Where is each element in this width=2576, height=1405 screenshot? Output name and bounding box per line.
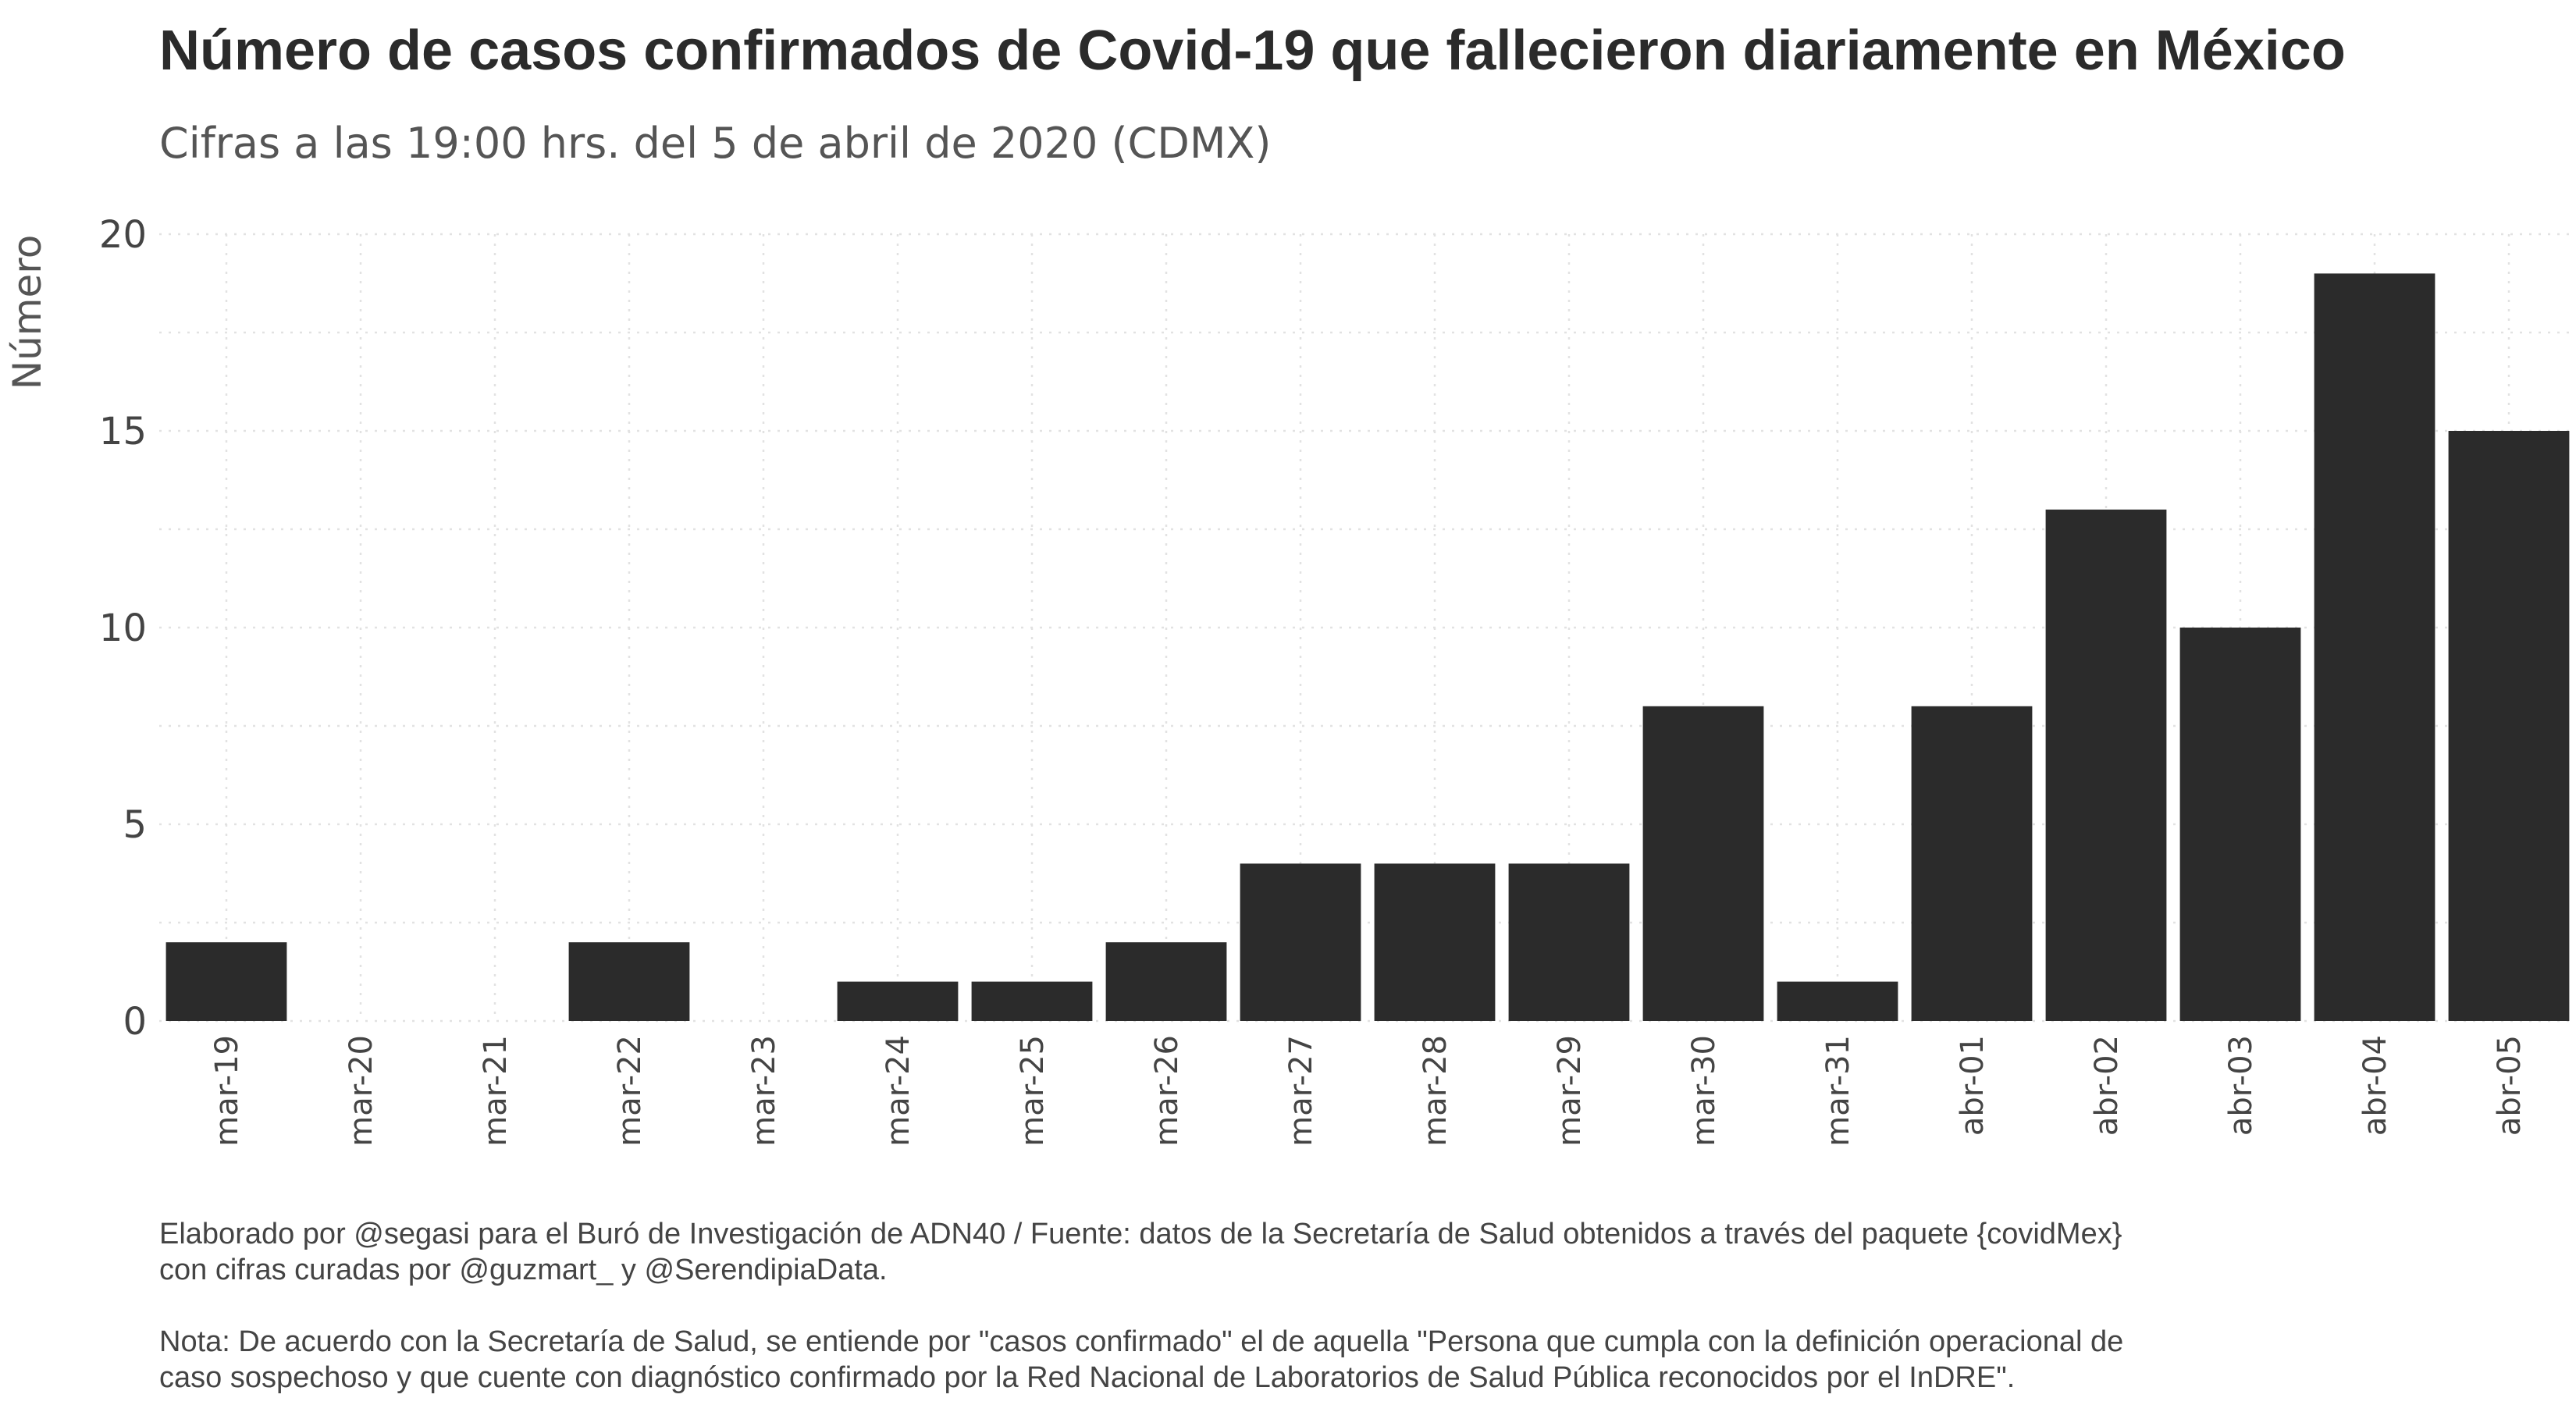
- bar-mar-31: [1777, 981, 1898, 1021]
- x-tick-label: mar-28: [1418, 1035, 1453, 1147]
- x-tick-label: abr-03: [2223, 1035, 2259, 1136]
- x-tick-label: abr-02: [2089, 1035, 2125, 1136]
- caption-note: Nota: De acuerdo con la Secretaría de Sa…: [159, 1324, 2123, 1396]
- y-tick-label: 20: [99, 213, 147, 257]
- bar-mar-27: [1240, 863, 1361, 1021]
- x-tick-label: abr-04: [2357, 1035, 2393, 1136]
- bar-mar-28: [1374, 863, 1496, 1021]
- x-tick-label: mar-22: [612, 1035, 648, 1147]
- x-tick-label: mar-31: [1820, 1035, 1856, 1147]
- bars: [165, 273, 2570, 1021]
- bar-mar-30: [1642, 706, 1764, 1021]
- bar-abr-02: [2045, 509, 2167, 1021]
- caption-source-line: Elaborado por @segasi para el Buró de In…: [159, 1218, 2122, 1250]
- bar-abr-05: [2448, 431, 2570, 1021]
- x-tick-label: abr-05: [2492, 1035, 2528, 1136]
- y-axis-label: Número: [5, 235, 50, 390]
- x-axis-ticks: mar-19 mar-20 mar-21 mar-22 mar-23 mar-24 mar-…: [209, 1035, 2528, 1147]
- y-tick-label: 0: [123, 1000, 147, 1044]
- bar-mar-24: [837, 981, 959, 1021]
- x-tick-label: mar-29: [1552, 1035, 1588, 1147]
- y-tick-label: 5: [123, 803, 147, 847]
- chart-subtitle: Cifras a las 19:00 hrs. del 5 de abril d…: [159, 119, 1272, 168]
- x-tick-label: abr-01: [1955, 1035, 1991, 1136]
- x-tick-label: mar-26: [1149, 1035, 1185, 1147]
- bar-abr-04: [2314, 273, 2435, 1021]
- bar-mar-25: [971, 981, 1093, 1021]
- x-tick-label: mar-19: [209, 1035, 245, 1147]
- caption-note-line: caso sospechoso y que cuente con diagnós…: [159, 1361, 2016, 1394]
- chart-title: Número de casos confirmados de Covid-19 …: [159, 20, 2346, 82]
- bar-mar-26: [1105, 942, 1227, 1021]
- y-tick-label: 10: [99, 606, 147, 650]
- bar-abr-01: [1911, 706, 2033, 1021]
- x-tick-label: mar-24: [881, 1035, 916, 1147]
- x-tick-label: mar-30: [1686, 1035, 1722, 1147]
- y-tick-label: 15: [99, 410, 147, 454]
- x-tick-label: mar-21: [478, 1035, 514, 1147]
- gridlines: [159, 233, 2576, 1023]
- x-tick-label: mar-20: [343, 1035, 379, 1147]
- x-tick-label: mar-25: [1015, 1035, 1051, 1147]
- bar-mar-19: [165, 942, 287, 1021]
- y-axis-ticks: 0 5 10 15 20: [99, 213, 147, 1044]
- caption-note-line: Nota: De acuerdo con la Secretaría de Sa…: [159, 1325, 2124, 1358]
- x-tick-label: mar-23: [746, 1035, 782, 1147]
- caption-source-line: con cifras curadas por @guzmart_ y @Sere…: [159, 1254, 888, 1286]
- bar-abr-03: [2179, 628, 2301, 1021]
- x-tick-label: mar-27: [1283, 1035, 1319, 1147]
- bar-mar-29: [1508, 863, 1630, 1021]
- caption-source: Elaborado por @segasi para el Buró de In…: [159, 1216, 2122, 1288]
- bar-mar-22: [568, 942, 690, 1021]
